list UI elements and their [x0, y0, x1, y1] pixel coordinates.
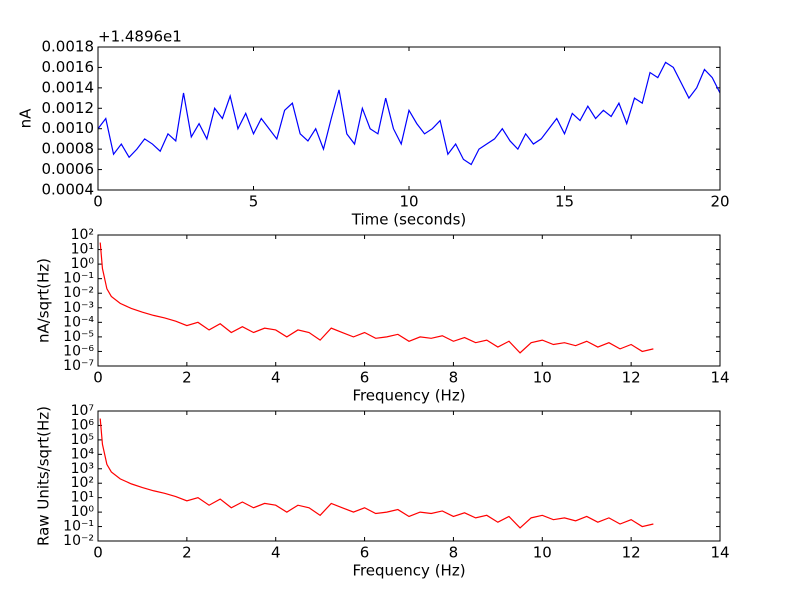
- x-axis-label: Frequency (Hz): [352, 562, 465, 580]
- plot-area: [98, 47, 720, 190]
- y-axis-label: nA/sqrt(Hz): [35, 258, 53, 343]
- y-tick-label: 10⁰: [71, 504, 95, 520]
- data-line: [99, 242, 654, 354]
- data-line: [97, 61, 721, 166]
- axes-frame: [97, 410, 721, 542]
- y-tick-label: 10⁻⁷: [63, 358, 94, 374]
- y-tick-label: 0.0010: [42, 119, 95, 137]
- x-tick-label: 10: [533, 369, 552, 387]
- y-tick-label: 10⁴: [71, 446, 95, 462]
- x-tick-label: 12: [622, 544, 641, 562]
- axes-frame: [97, 46, 721, 191]
- y-axis-label: nA: [17, 108, 35, 129]
- x-tick-label: 15: [555, 193, 574, 211]
- x-tick-label: 10: [399, 193, 418, 211]
- x-tick-label: 20: [710, 193, 729, 211]
- y-tick-label: 10²: [71, 227, 94, 243]
- y-tick-label: 10⁻⁵: [63, 329, 94, 345]
- y-tick-label: 10³: [71, 461, 94, 477]
- x-tick-label: 2: [182, 369, 192, 387]
- y-tick-label: 10¹: [71, 490, 94, 506]
- y-tick-label: 0.0012: [42, 99, 95, 117]
- y-tick-label: 10⁰: [71, 256, 95, 272]
- y-tick-label: 10⁵: [71, 432, 94, 448]
- y-tick-label: 10¹: [71, 242, 94, 258]
- x-tick-label: 0: [93, 544, 103, 562]
- offset-text: +1.4896e1: [98, 28, 182, 46]
- x-tick-label: 6: [360, 369, 370, 387]
- y-tick-label: 0.0004: [42, 181, 95, 199]
- data-line: [99, 418, 654, 529]
- x-axis-label: Frequency (Hz): [352, 387, 465, 405]
- y-tick-label: 0.0006: [42, 160, 95, 178]
- y-tick-label: 10⁻³: [63, 300, 94, 316]
- y-tick-label: 0.0016: [42, 58, 95, 76]
- y-tick-label: 10⁻⁶: [63, 343, 94, 359]
- y-axis-label: Raw Units/sqrt(Hz): [35, 406, 53, 546]
- x-tick-label: 2: [182, 544, 192, 562]
- y-tick-label: 10⁻⁴: [63, 314, 94, 330]
- y-tick-label: 10⁷: [71, 403, 94, 419]
- y-tick-label: 10⁻¹: [63, 519, 94, 535]
- y-tick-label: 10⁻¹: [63, 271, 94, 287]
- y-tick-label: 10⁶: [71, 417, 95, 433]
- x-tick-label: 5: [249, 193, 259, 211]
- plot-area: [98, 235, 720, 366]
- x-tick-label: 0: [93, 193, 103, 211]
- x-tick-label: 14: [710, 544, 729, 562]
- x-tick-label: 4: [271, 369, 281, 387]
- x-tick-label: 12: [622, 369, 641, 387]
- y-tick-label: 0.0014: [42, 78, 95, 96]
- y-tick-label: 10⁻²: [63, 285, 94, 301]
- x-axis-label: Time (seconds): [351, 211, 467, 229]
- plot-area: [98, 411, 720, 541]
- x-tick-label: 6: [360, 544, 370, 562]
- x-tick-label: 0: [93, 369, 103, 387]
- y-tick-label: 0.0008: [42, 140, 95, 158]
- x-tick-label: 10: [533, 544, 552, 562]
- x-tick-label: 4: [271, 544, 281, 562]
- y-tick-label: 10⁻²: [63, 533, 94, 549]
- y-tick-label: 10²: [71, 475, 94, 491]
- x-tick-label: 8: [449, 369, 459, 387]
- axes-frame: [97, 234, 721, 367]
- x-tick-label: 8: [449, 544, 459, 562]
- y-tick-label: 0.0018: [42, 38, 95, 56]
- x-tick-label: 14: [710, 369, 729, 387]
